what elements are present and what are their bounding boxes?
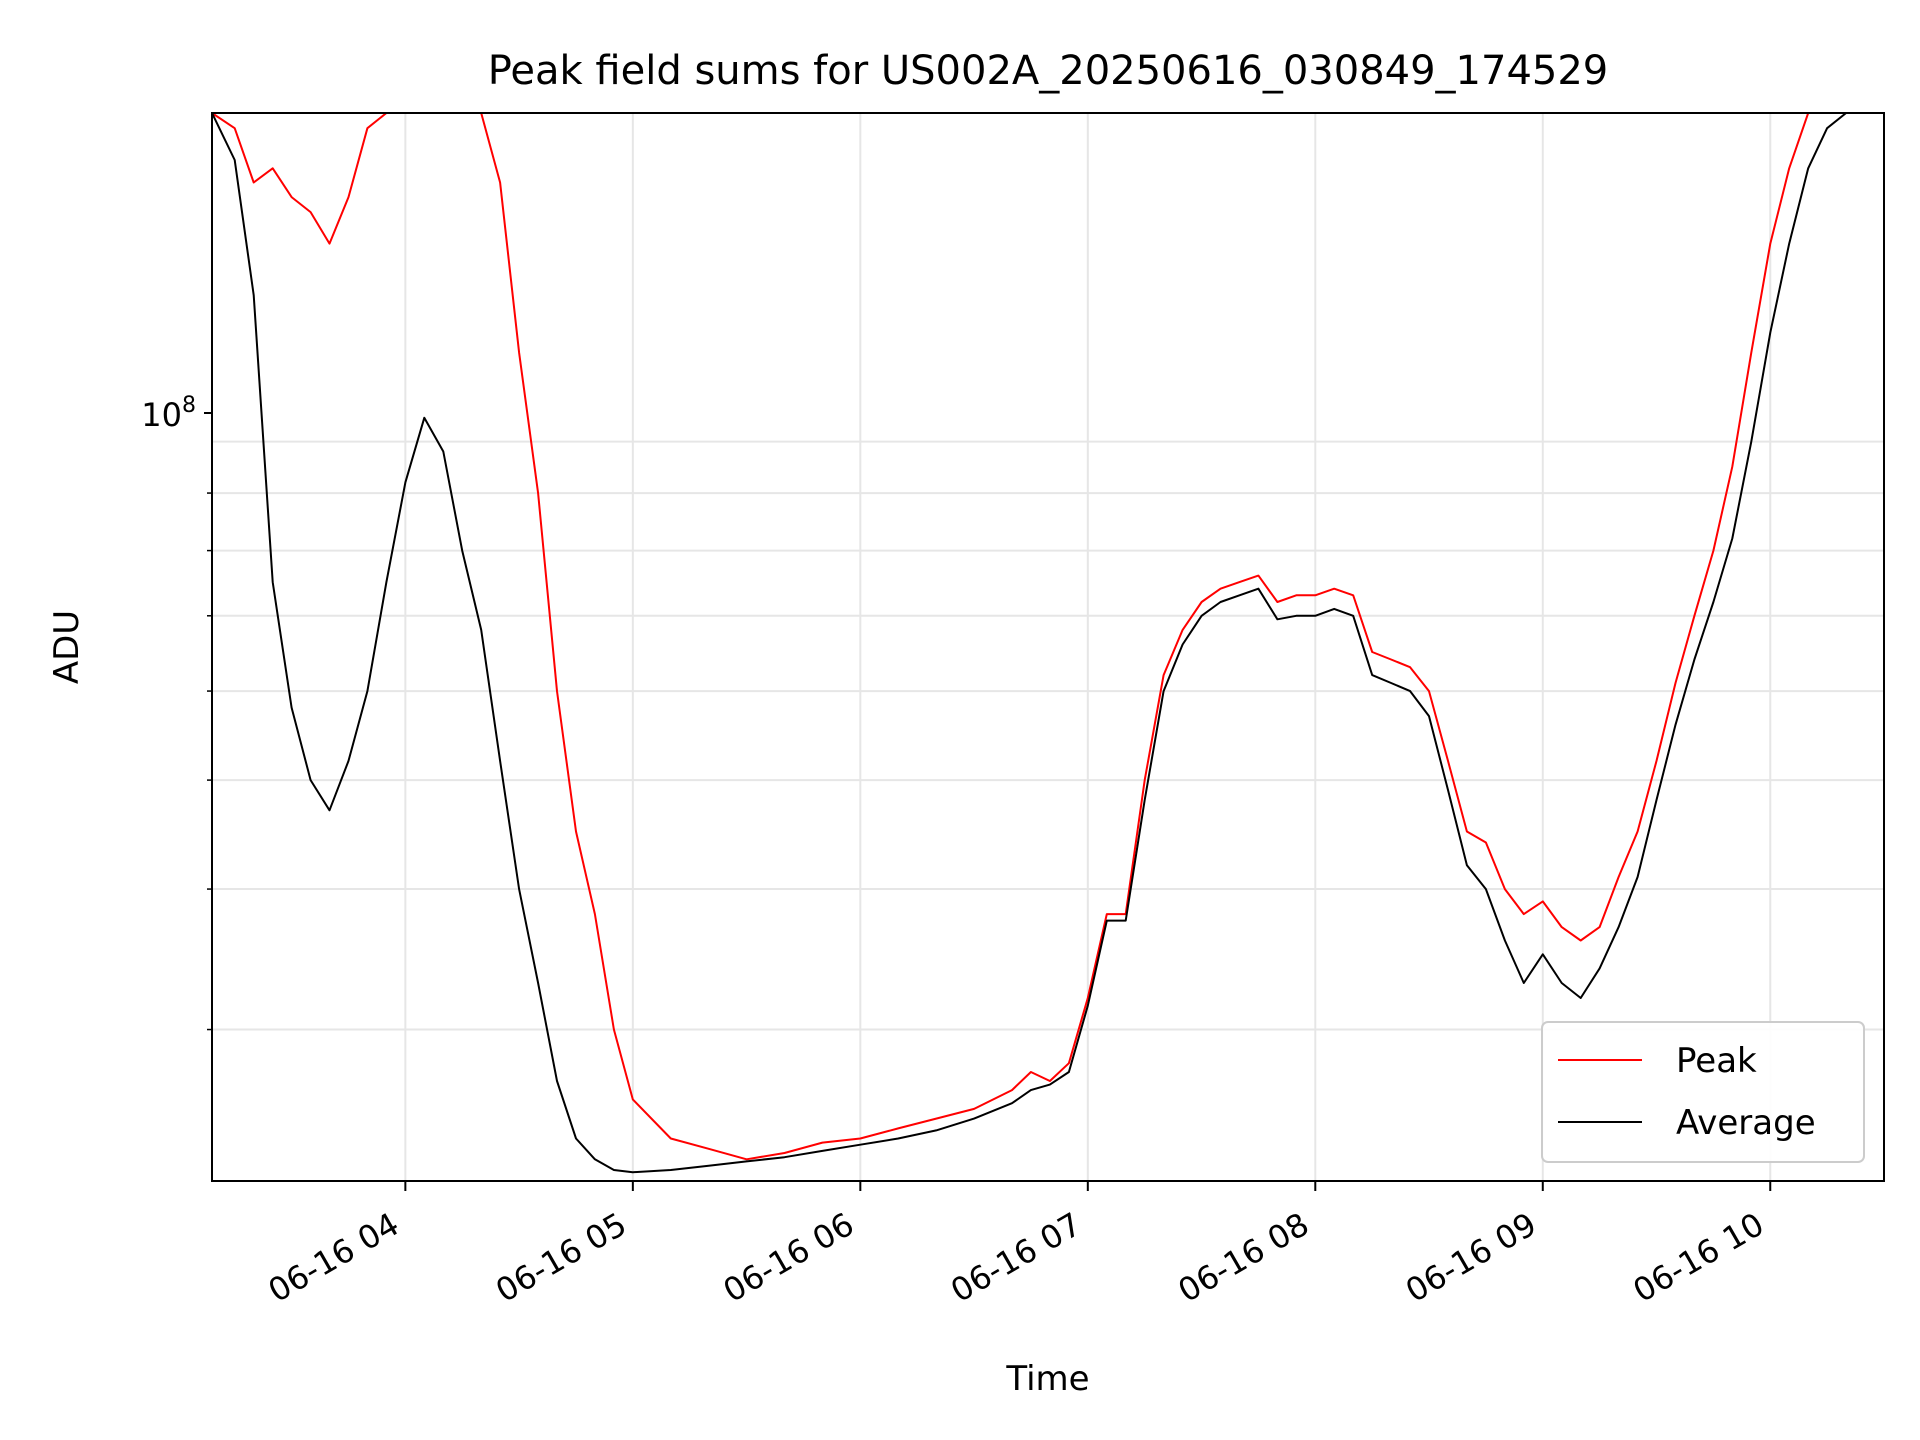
- legend: Peak Average: [1541, 1021, 1865, 1163]
- series-line-peak: [212, 113, 1884, 1161]
- y-axis-label: ADU: [47, 610, 87, 684]
- y-axis-ticks: 108: [141, 393, 212, 1031]
- x-axis-label: Time: [1005, 1359, 1089, 1399]
- series-layer: [212, 113, 1884, 1174]
- chart-title: Peak field sums for US002A_20250616_0308…: [488, 48, 1609, 94]
- legend-label-peak: Peak: [1676, 1041, 1757, 1081]
- series-line-average: [212, 113, 1884, 1174]
- plot-frame: [211, 112, 1885, 1182]
- legend-box: [1541, 1021, 1865, 1163]
- legend-label-average: Average: [1676, 1103, 1816, 1143]
